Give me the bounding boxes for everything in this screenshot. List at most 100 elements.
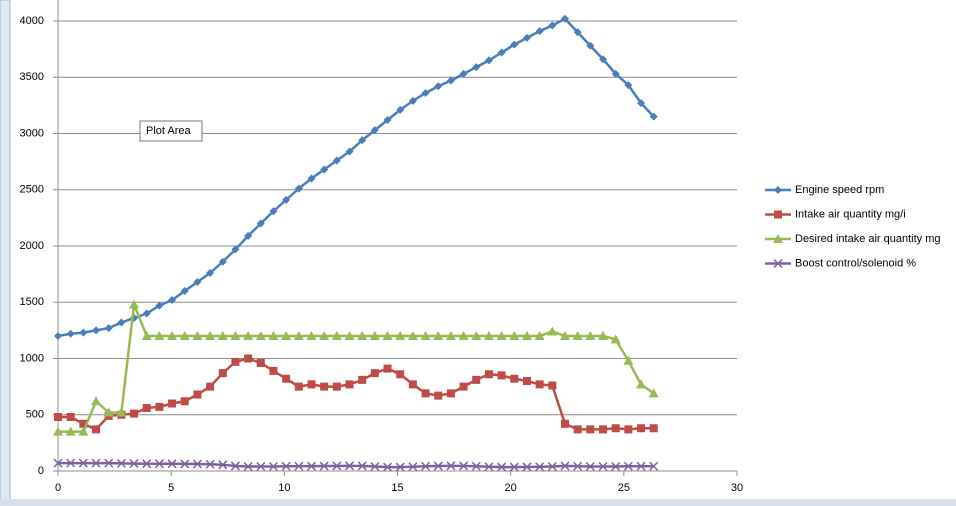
marker — [294, 184, 303, 193]
marker — [636, 461, 646, 471]
marker — [345, 147, 354, 156]
x-tick-label: 25 — [618, 482, 630, 494]
marker — [116, 407, 127, 417]
marker — [282, 195, 291, 204]
marker — [306, 461, 317, 471]
marker — [307, 380, 316, 389]
marker — [244, 354, 253, 363]
marker — [433, 331, 444, 340]
marker — [92, 425, 101, 434]
marker — [78, 458, 88, 468]
marker — [54, 413, 62, 421]
marker — [598, 331, 609, 340]
marker — [256, 219, 265, 228]
marker — [471, 461, 481, 471]
marker — [331, 331, 342, 340]
marker — [472, 63, 481, 72]
legend-label: Desired intake air quantity mg — [795, 233, 941, 245]
marker — [357, 461, 367, 471]
marker — [598, 461, 608, 472]
marker — [268, 461, 278, 472]
marker — [522, 377, 531, 385]
legend-label: Engine speed rpm — [795, 184, 884, 196]
marker — [459, 69, 468, 78]
marker — [66, 329, 75, 338]
marker — [421, 389, 430, 398]
marker — [192, 459, 202, 469]
plot-area[interactable]: 0 500 1000 1500 2000 2500 3000 3500 4000 0 5 10 15 20… — [20, 0, 744, 494]
marker — [547, 326, 558, 336]
marker — [306, 331, 317, 340]
marker — [142, 459, 152, 469]
marker — [294, 461, 304, 471]
marker — [79, 328, 88, 337]
marker — [345, 380, 354, 389]
marker — [180, 459, 190, 469]
marker — [179, 331, 190, 340]
marker — [116, 458, 126, 468]
marker — [383, 364, 392, 373]
marker — [408, 380, 417, 389]
marker — [230, 331, 241, 340]
marker — [141, 331, 152, 340]
marker — [586, 41, 595, 50]
marker — [78, 426, 89, 436]
marker — [573, 461, 583, 471]
x-tick-label: 0 — [55, 482, 61, 494]
marker — [586, 425, 595, 434]
marker — [206, 382, 215, 391]
marker — [434, 82, 443, 91]
marker — [623, 461, 633, 471]
marker — [572, 331, 583, 340]
marker — [142, 404, 151, 412]
marker — [610, 334, 621, 344]
marker — [244, 231, 253, 240]
marker — [535, 462, 545, 472]
marker — [180, 397, 189, 406]
marker — [129, 459, 139, 469]
marker — [205, 459, 215, 469]
marker — [281, 331, 292, 340]
marker — [496, 331, 507, 340]
x-tick-label: 10 — [278, 482, 290, 494]
marker — [168, 296, 177, 304]
legend-label: Boost control/solenoid % — [795, 257, 916, 269]
marker — [344, 331, 355, 340]
marker — [79, 419, 88, 428]
marker — [103, 407, 114, 417]
marker — [130, 409, 139, 418]
y-tick-label: 3500 — [20, 71, 44, 83]
marker — [206, 269, 215, 277]
y-tick-label: 1500 — [20, 296, 44, 308]
marker — [269, 366, 278, 375]
marker — [53, 458, 63, 468]
marker — [459, 461, 469, 471]
y-tick-label: 1000 — [20, 352, 44, 364]
marker — [231, 245, 240, 254]
marker — [421, 89, 430, 97]
marker — [54, 332, 62, 340]
marker — [167, 331, 178, 340]
marker — [433, 461, 443, 471]
marker — [774, 210, 782, 219]
marker — [522, 462, 532, 472]
marker — [509, 462, 519, 472]
marker — [129, 299, 140, 309]
x-tick-label: 15 — [391, 482, 403, 494]
marker — [217, 331, 228, 340]
marker — [155, 402, 164, 411]
marker — [91, 396, 102, 406]
marker — [395, 331, 406, 340]
marker — [510, 40, 519, 49]
marker — [167, 459, 177, 469]
marker — [193, 278, 202, 286]
marker — [420, 331, 431, 340]
row-header-strip — [0, 0, 11, 501]
marker — [243, 461, 253, 472]
marker — [281, 461, 291, 471]
marker — [497, 462, 507, 472]
marker — [320, 165, 329, 174]
marker — [560, 14, 569, 23]
marker — [611, 424, 620, 433]
